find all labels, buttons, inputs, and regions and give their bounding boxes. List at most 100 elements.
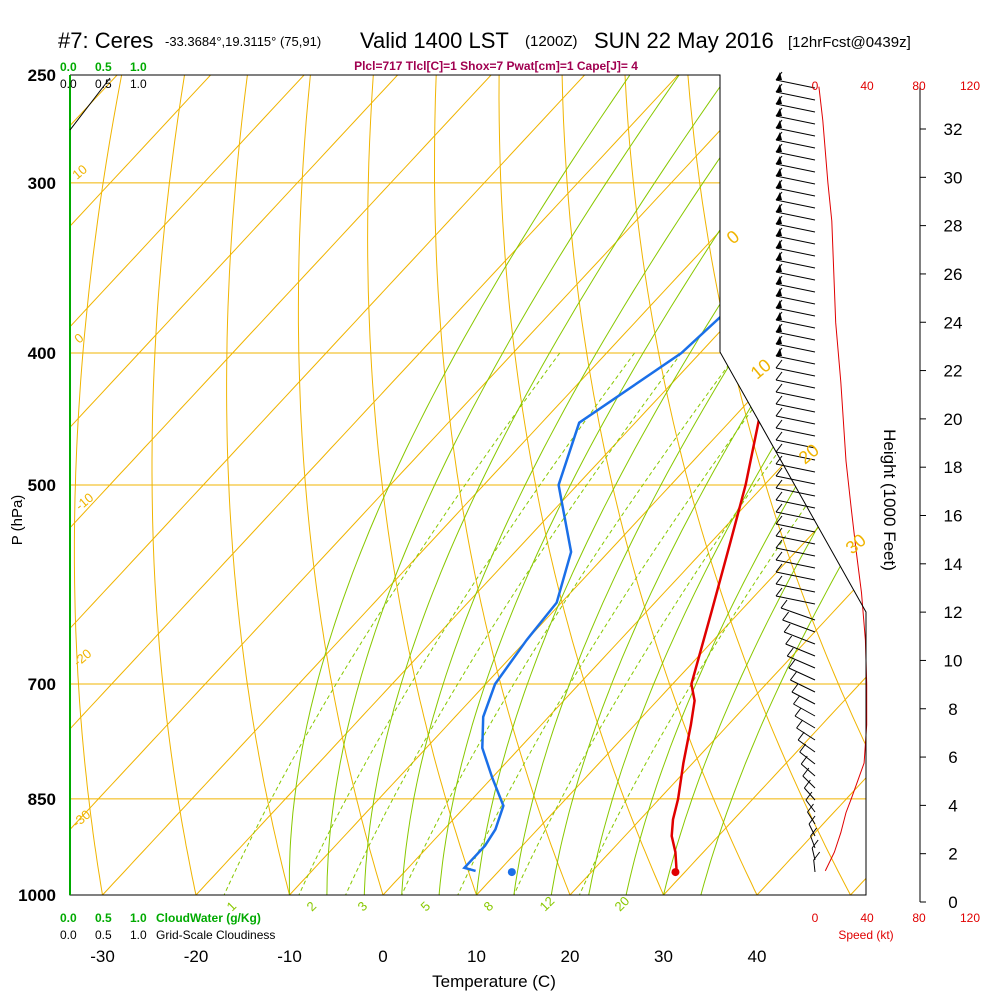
wind-barb bbox=[793, 695, 816, 717]
forecast-run: [12hrFcst@0439z] bbox=[788, 34, 911, 51]
speed-axis-label: Speed (kt) bbox=[838, 928, 893, 942]
speed-tick-top: 40 bbox=[860, 79, 874, 93]
isotherm bbox=[70, 75, 772, 895]
height-axis-label: Height (1000 Feet) bbox=[880, 429, 899, 571]
wind-barb bbox=[775, 71, 816, 89]
wind-barb bbox=[775, 191, 816, 209]
station-title: #7: Ceres bbox=[58, 28, 153, 53]
wind-barb bbox=[775, 155, 816, 173]
wind-barb bbox=[775, 179, 816, 197]
cloudwater-scale-top: 0.5 bbox=[95, 60, 112, 74]
moist-adiabat bbox=[363, 75, 729, 895]
wind-barb bbox=[775, 107, 816, 125]
dry-adiabat bbox=[498, 75, 664, 895]
wind-barb bbox=[775, 443, 816, 461]
wind-barb bbox=[775, 299, 816, 317]
y-axis-label: P (hPa) bbox=[9, 495, 26, 546]
wind-layer bbox=[775, 71, 868, 873]
wind-barb bbox=[803, 779, 816, 801]
wind-barb bbox=[775, 587, 816, 605]
wind-barb bbox=[775, 167, 816, 185]
dry-adiabat bbox=[561, 75, 758, 895]
cloudwater-scale-top: 1.0 bbox=[130, 60, 147, 74]
moist-adiabat bbox=[476, 75, 866, 895]
cloudwater-scale-bottom: 0.0 bbox=[60, 911, 77, 925]
temperature-line bbox=[670, 86, 847, 871]
isotherm-label: 0 bbox=[723, 226, 744, 248]
cloudiness-scale-top: 0.5 bbox=[95, 77, 112, 91]
height-tick-label: 22 bbox=[944, 362, 963, 381]
dry-adiabat bbox=[151, 75, 197, 895]
wind-barb bbox=[775, 407, 816, 425]
wind-barb bbox=[775, 131, 816, 149]
wind-barb bbox=[775, 95, 816, 113]
isotherm bbox=[70, 75, 679, 895]
height-tick-label: 14 bbox=[944, 555, 963, 574]
wind-barb bbox=[775, 83, 816, 101]
temperature-tick-label: 0 bbox=[378, 947, 387, 966]
mixing-ratio-line bbox=[513, 352, 851, 895]
utc-time: (1200Z) bbox=[525, 33, 578, 50]
isotherm bbox=[70, 75, 305, 895]
cloudiness-scale-top: 0.0 bbox=[60, 77, 77, 91]
pressure-tick-label: 700 bbox=[28, 675, 56, 694]
speed-tick-bottom: 40 bbox=[860, 911, 874, 925]
temperature-tick-label: -30 bbox=[90, 947, 115, 966]
temperature-tick-label: 30 bbox=[654, 947, 673, 966]
cloudwater-scale-bottom: 1.0 bbox=[130, 911, 147, 925]
wind-barb bbox=[794, 707, 816, 729]
isotherm-label: 10 bbox=[747, 355, 775, 383]
mixing-ratio-line bbox=[345, 352, 682, 895]
isotherm-label: 10 bbox=[69, 162, 90, 183]
mixing-ratio-label: 3 bbox=[355, 898, 371, 914]
wind-barb bbox=[775, 347, 816, 365]
moist-adiabat bbox=[625, 75, 866, 895]
wind-barb bbox=[775, 527, 816, 545]
wind-barb bbox=[775, 143, 816, 161]
isotherm bbox=[0, 75, 24, 895]
isotherm-label: -20 bbox=[70, 646, 94, 670]
moist-adiabat bbox=[700, 75, 866, 895]
wind-barb bbox=[796, 719, 816, 741]
wind-barb bbox=[775, 227, 816, 245]
wind-barb bbox=[786, 647, 816, 669]
height-tick-label: 20 bbox=[944, 410, 963, 429]
height-tick-label: 2 bbox=[948, 845, 957, 864]
wind-barb bbox=[775, 371, 816, 389]
wind-barb bbox=[791, 683, 816, 705]
background-lines bbox=[0, 75, 866, 895]
isotherm bbox=[756, 75, 866, 895]
cloudiness-scale-bottom: 1.0 bbox=[130, 928, 147, 942]
wind-barb bbox=[785, 635, 816, 657]
dry-adiabat bbox=[624, 75, 851, 895]
moist-adiabat bbox=[438, 75, 828, 895]
axes-layer bbox=[69, 74, 926, 903]
cloudwater-label: CloudWater (g/Kg) bbox=[156, 911, 261, 925]
wind-barb bbox=[780, 599, 816, 621]
wind-barb bbox=[775, 311, 816, 329]
wind-barb bbox=[782, 611, 816, 633]
wind-barb bbox=[775, 575, 816, 593]
mixing-ratio-label: 20 bbox=[612, 893, 633, 914]
moist-adiabat bbox=[326, 75, 680, 895]
wind-barb bbox=[775, 323, 816, 341]
wind-barb bbox=[775, 203, 816, 221]
pressure-tick-label: 400 bbox=[28, 344, 56, 363]
temperature-tick-label: -10 bbox=[277, 947, 302, 966]
dry-adiabat bbox=[434, 75, 571, 895]
mixing-ratio-line bbox=[223, 352, 561, 895]
isotherm-label: 20 bbox=[795, 440, 823, 468]
height-tick-label: 32 bbox=[944, 120, 963, 139]
wind-barb bbox=[775, 263, 816, 281]
wind-barb bbox=[775, 491, 816, 509]
isotherm bbox=[70, 75, 585, 895]
height-tick-label: 10 bbox=[944, 651, 963, 670]
height-tick-label: 18 bbox=[944, 458, 963, 477]
mixing-ratio-line bbox=[457, 352, 795, 895]
wind-barb bbox=[775, 515, 816, 533]
speed-tick-bottom: 0 bbox=[812, 911, 819, 925]
cloudiness-line bbox=[69, 77, 111, 131]
height-tick-label: 4 bbox=[948, 796, 957, 815]
station-coords: -33.3684°,19.3115° (75,91) bbox=[165, 34, 321, 49]
speed-tick-top: 120 bbox=[960, 79, 980, 93]
